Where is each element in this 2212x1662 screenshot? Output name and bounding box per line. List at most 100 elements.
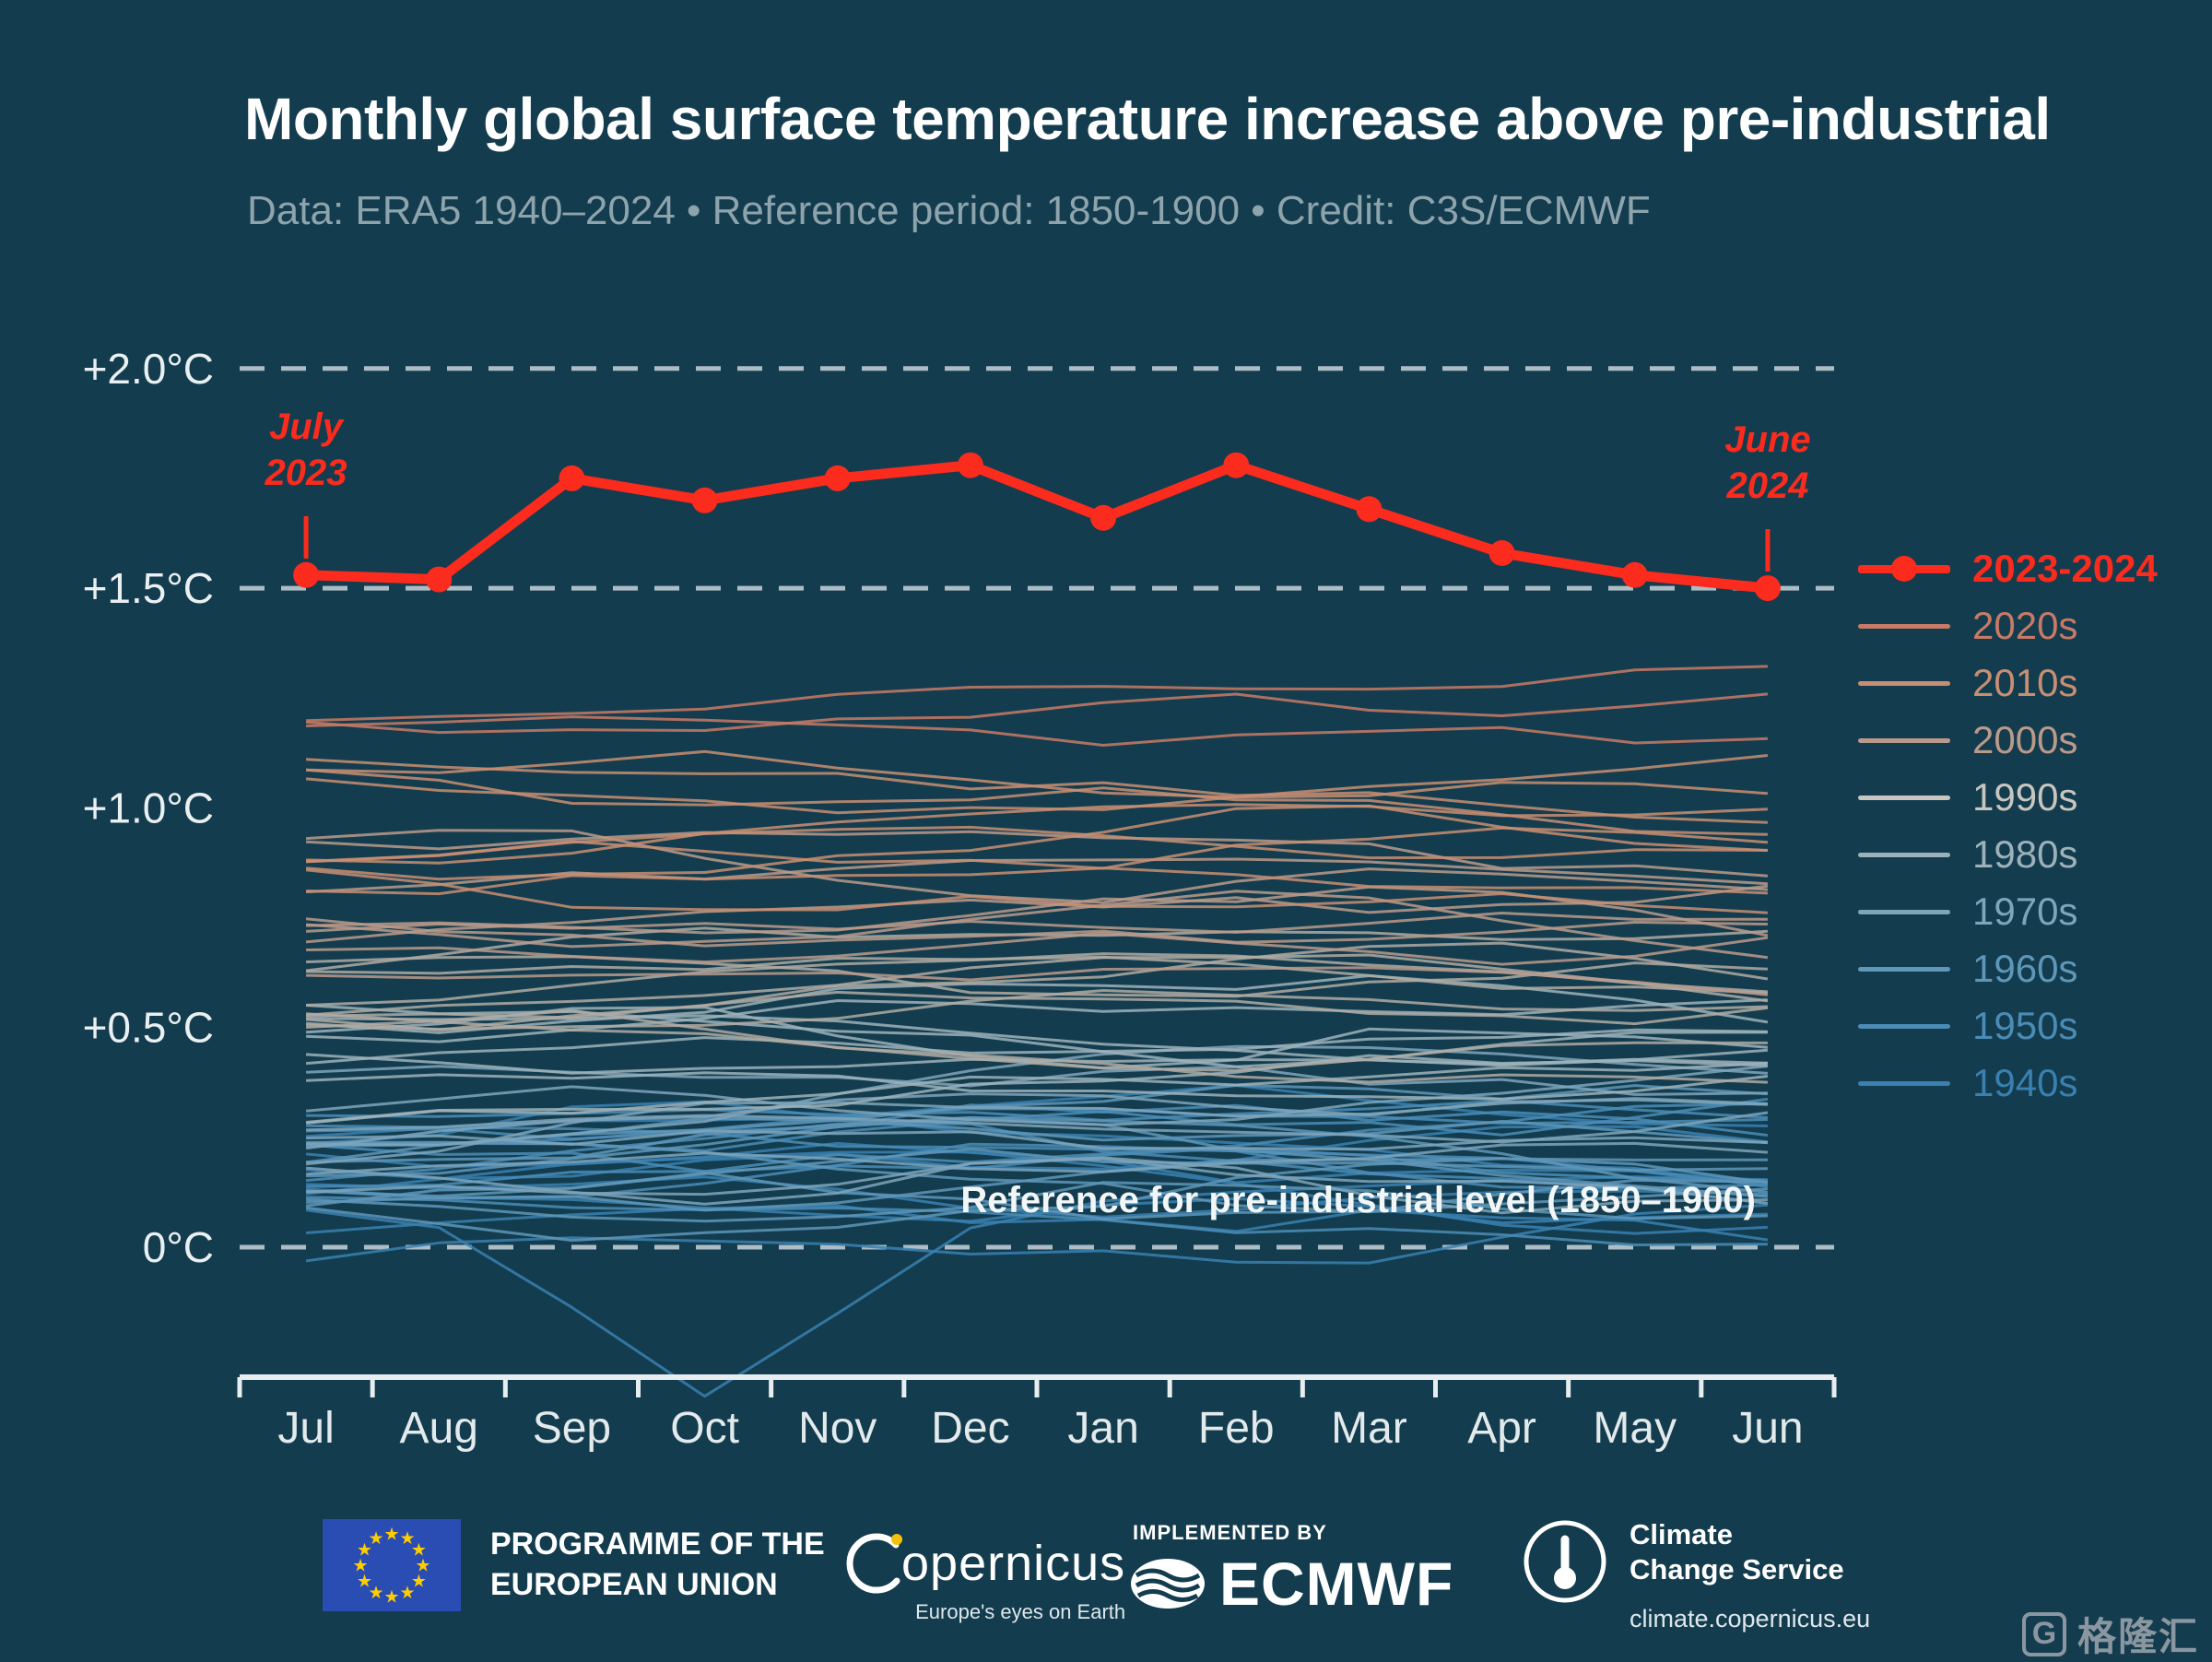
annotation-july-2023: July 2023 <box>195 404 417 496</box>
annotation-line: 2023 <box>265 453 347 493</box>
series-2023-2024-point-Oct <box>691 487 718 513</box>
series-2023-2024-line <box>300 460 1773 594</box>
decade-line-2000s <box>305 890 1769 960</box>
x-tick-label-Jul: Jul <box>277 1404 334 1453</box>
legend-swatch-2010s <box>1858 680 1950 686</box>
x-tick-label-May: May <box>1593 1404 1677 1453</box>
eu-star-icon: ★ <box>399 1584 415 1603</box>
decade-line-1990s <box>305 1012 1768 1072</box>
legend-item-2000s: 2000s <box>1858 712 2158 769</box>
x-tick-label-Mar: Mar <box>1331 1404 1407 1453</box>
legend-swatch-1960s <box>1858 966 1950 972</box>
annotation-june-2024: June 2024 <box>1657 417 1878 509</box>
decade-line-2010s <box>306 866 1768 896</box>
eu-star-icon: ★ <box>383 1526 399 1545</box>
decade-line-2010s <box>306 803 1768 865</box>
eu-programme-line2: EUROPEAN UNION <box>490 1567 778 1602</box>
legend-item-1950s: 1950s <box>1858 997 2158 1055</box>
x-tick-label-Aug: Aug <box>400 1404 478 1453</box>
legend-swatch-2023-2024 <box>1858 556 1950 582</box>
decade-line-2010s <box>305 754 1769 815</box>
legend-label-2000s: 2000s <box>1972 718 2078 761</box>
legend-swatch-1940s <box>1858 1080 1950 1086</box>
y-tick-label: +1.0°C <box>83 784 214 831</box>
annotation-line: 2024 <box>1726 466 1809 506</box>
eu-programme-block: ★ ★ ★ ★ ★ ★ ★ ★ ★ ★ ★ ★ PROGRAMME OF THE EUROPEAN U… <box>323 1519 825 1611</box>
copernicus-tagline: Europe's eyes on Earth <box>915 1600 1126 1623</box>
legend-label-1950s: 1950s <box>1972 1004 2078 1047</box>
decade-line-1980s <box>306 1071 1769 1101</box>
chart-title: Monthly global surface temperature incre… <box>244 86 2051 152</box>
series-2023-2024-point-May <box>1621 561 1648 588</box>
legend-item-1990s: 1990s <box>1858 769 2158 826</box>
series-2023-2024-point-Jun <box>1754 575 1781 602</box>
decade-line-1970s <box>305 1097 1768 1166</box>
x-tick-label-Feb: Feb <box>1198 1404 1275 1453</box>
annotation-line: July <box>268 407 344 447</box>
legend-label-2010s: 2010s <box>1972 661 2078 704</box>
decade-line-1950s <box>305 1102 1768 1173</box>
x-tick-label-Jun: Jun <box>1732 1404 1803 1453</box>
legend-label-1940s: 1940s <box>1972 1061 2078 1104</box>
eu-star-icon: ★ <box>357 1573 372 1592</box>
legend-item-1980s: 1980s <box>1858 826 2158 883</box>
reference-level-label: Reference for pre-industrial level (1850… <box>960 1180 1756 1220</box>
eu-star-icon: ★ <box>411 1573 427 1592</box>
climate-change-service-block: Climate Change Service climate.copernicu… <box>1521 1517 1870 1634</box>
legend: 2023-2024 2020s 2010s 2000s 1990s 1980s 1970s 1… <box>1858 540 2158 1112</box>
c3s-line2: Change Service <box>1630 1552 1844 1585</box>
watermark-gelonghui: G 格隆汇 <box>2021 1606 2199 1662</box>
eu-star-icon: ★ <box>368 1529 383 1549</box>
decade-line-2000s <box>305 917 1768 948</box>
series-2023-2024-point-Mar <box>1356 496 1382 523</box>
decade-line-1980s <box>306 998 1768 1043</box>
series-2023-2024-point-Jul <box>293 561 320 588</box>
copernicus-block: opernicus Europe's eyes on Earth <box>839 1528 1125 1624</box>
eu-star-icon: ★ <box>352 1557 368 1576</box>
climate-change-service-icon <box>1524 1520 1606 1603</box>
eu-star-icon: ★ <box>399 1529 415 1549</box>
eu-star-icon: ★ <box>357 1541 372 1561</box>
decade-line-2010s <box>306 825 1768 864</box>
ecmwf-block: IMPLEMENTED BY ECMWF <box>1129 1521 1453 1619</box>
y-tick-label: +2.0°C <box>83 345 214 393</box>
legend-label-2020s: 2020s <box>1972 604 2078 647</box>
decade-line-2010s <box>305 868 1768 914</box>
eu-star-icon: ★ <box>383 1588 399 1608</box>
eu-star-icon: ★ <box>411 1541 427 1561</box>
decade-line-2020s <box>306 715 1768 747</box>
decade-line-1990s <box>306 989 1768 1031</box>
series-2023-2024-point-Dec <box>957 452 983 478</box>
decade-line-1970s <box>306 1156 1768 1215</box>
footer: ★ ★ ★ ★ ★ ★ ★ ★ ★ ★ ★ ★ PROGRAMME OF THE EUROPEAN U… <box>0 1512 2212 1634</box>
gelonghui-logo-icon: G <box>2021 1611 2066 1656</box>
ecmwf-logo-icon <box>1131 1559 1205 1609</box>
legend-item-2023-2024: 2023-2024 <box>1858 540 2158 597</box>
decade-line-1970s <box>305 1065 1769 1126</box>
legend-item-2010s: 2010s <box>1858 654 2158 712</box>
series-2023-2024-point-Aug <box>426 566 453 593</box>
legend-label-2023-2024: 2023-2024 <box>1972 547 2158 590</box>
decade-line-1960s <box>306 1158 1769 1212</box>
series-2023-2024-point-Sep <box>559 465 585 491</box>
c3s-url: climate.copernicus.eu <box>1630 1604 1871 1633</box>
decade-line-1990s <box>305 953 1769 1017</box>
decade-line-2010s <box>305 758 1768 824</box>
implemented-by-label: IMPLEMENTED BY <box>1133 1521 1327 1544</box>
eu-star-icon: ★ <box>368 1584 383 1603</box>
legend-swatch-1950s <box>1858 1023 1950 1029</box>
x-tick-label-Apr: Apr <box>1467 1404 1536 1453</box>
y-tick-label: +0.5°C <box>83 1004 214 1052</box>
legend-label-1960s: 1960s <box>1972 947 2078 990</box>
decade-line-1950s <box>306 1196 1768 1246</box>
series-2023-2024-point-Apr <box>1488 540 1515 566</box>
x-tick-label-Dec: Dec <box>931 1404 1009 1453</box>
climate-change-service-text: Climate Change Service climate.copernicu… <box>1630 1517 1870 1634</box>
legend-item-1940s: 1940s <box>1858 1055 2158 1112</box>
x-tick-label-Oct: Oct <box>670 1404 739 1453</box>
decade-line-2020s <box>306 665 1768 723</box>
decade-line-1970s <box>306 1129 1768 1151</box>
legend-label-1970s: 1970s <box>1972 890 2078 933</box>
decade-line-1940s <box>305 1125 1769 1181</box>
